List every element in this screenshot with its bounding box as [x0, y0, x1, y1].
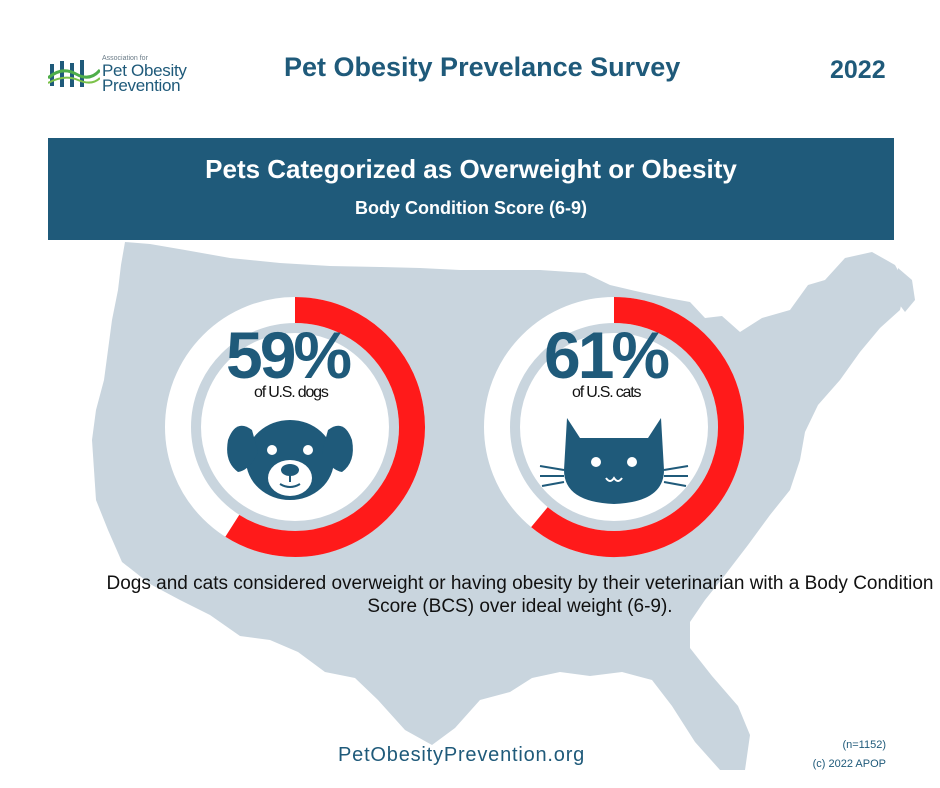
- logo-mark-icon: [47, 60, 102, 87]
- cat-donut-chart: [484, 297, 744, 557]
- apop-logo[interactable]: Association for Pet Obesity Prevention: [47, 54, 208, 95]
- cat-donut-arc: [531, 297, 744, 557]
- banner: Pets Categorized as Overweight or Obesit…: [48, 138, 894, 240]
- website-link[interactable]: PetObesityPrevention.org: [338, 744, 586, 766]
- logo-line-1: Pet Obesity: [102, 61, 187, 80]
- sample-size-note: (n=1152): [842, 739, 886, 751]
- dog-caption: of U.S. dogs: [254, 384, 329, 401]
- copyright-note: (c) 2022 APOP: [812, 758, 886, 770]
- page-title: Pet Obesity Prevelance Survey: [284, 52, 681, 82]
- survey-year: 2022: [830, 56, 886, 84]
- dog-percentage: 59%: [226, 318, 352, 392]
- cat-face-icon: [539, 418, 689, 504]
- dog-face-icon: [227, 420, 353, 500]
- description-text: Dogs and cats considered overweight or h…: [106, 573, 934, 617]
- cat-caption: of U.S. cats: [572, 384, 642, 401]
- banner-subtitle: Body Condition Score (6-9): [354, 198, 587, 218]
- dog-donut-chart: [165, 297, 425, 557]
- logo-small-text: Association for: [102, 55, 148, 62]
- logo-line-2: Prevention: [102, 76, 181, 95]
- dog-donut-arc: [225, 297, 425, 557]
- cat-percentage: 61%: [544, 318, 670, 392]
- banner-title: Pets Categorized as Overweight or Obesit…: [205, 154, 737, 184]
